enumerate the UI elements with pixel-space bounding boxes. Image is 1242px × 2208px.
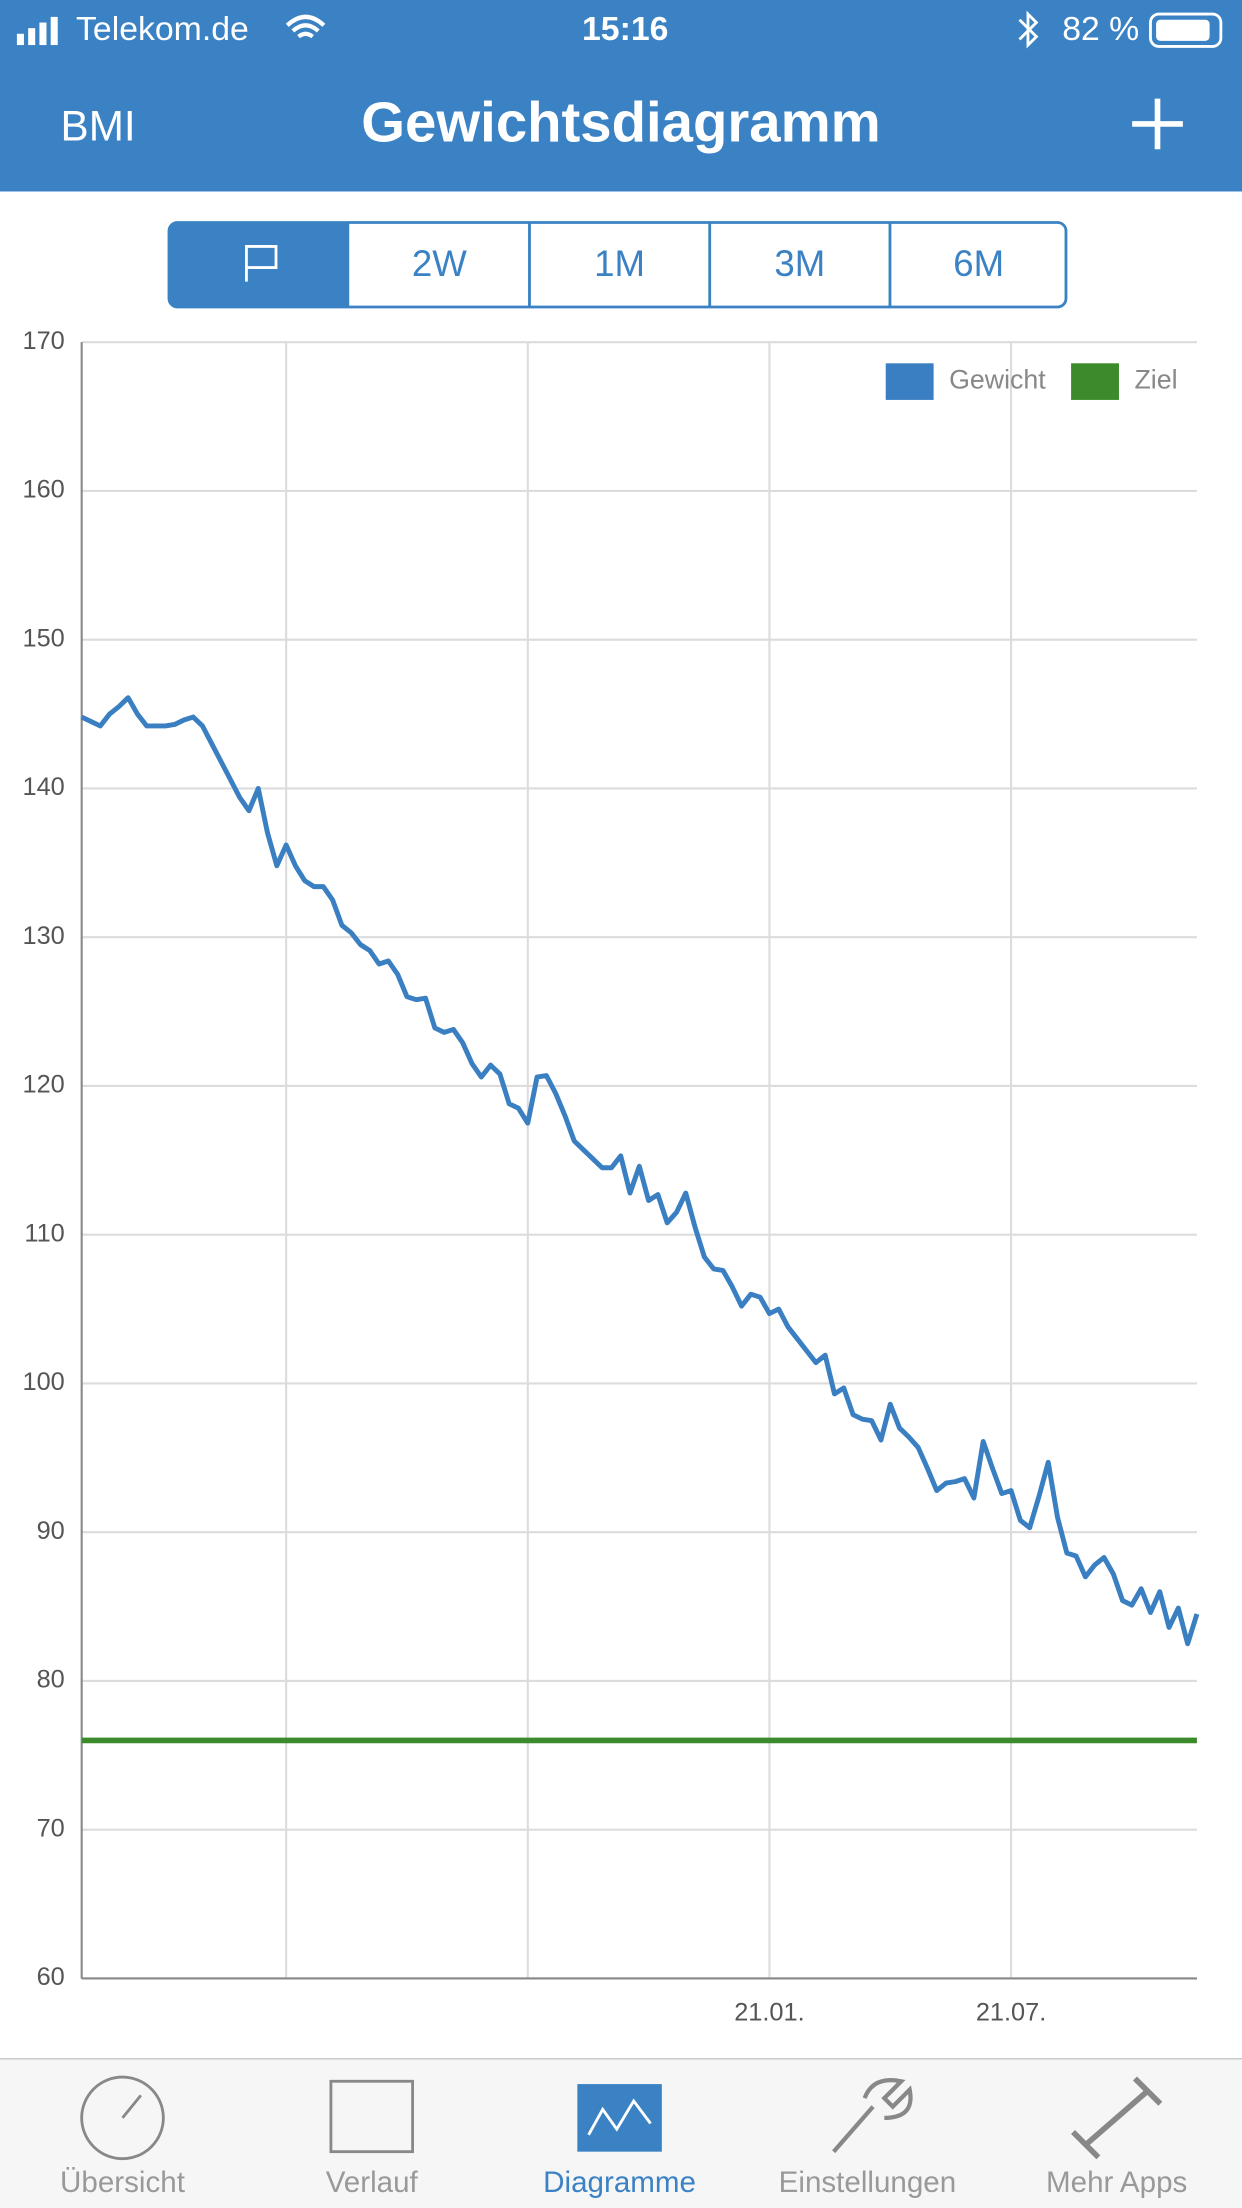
carrier: Telekom.de xyxy=(76,10,249,48)
segment-goal[interactable] xyxy=(168,222,350,307)
x-tick-label: 21.07. xyxy=(976,1998,1046,2026)
y-tick-label: 140 xyxy=(23,773,65,801)
battery-fill xyxy=(1156,19,1210,41)
tab-label[interactable]: Diagramme xyxy=(543,2166,696,2199)
tab-label[interactable]: Übersicht xyxy=(60,2166,185,2199)
legend-label: Ziel xyxy=(1134,365,1177,395)
add-button[interactable] xyxy=(1132,98,1183,150)
y-tick-label: 60 xyxy=(37,1963,65,1991)
y-tick-label: 120 xyxy=(23,1071,65,1099)
y-tick-label: 110 xyxy=(24,1219,64,1247)
nav-left-button[interactable]: BMI xyxy=(61,103,136,150)
legend-swatch xyxy=(885,363,934,400)
segment-dividers xyxy=(528,222,892,307)
weight-line xyxy=(80,695,1200,1647)
y-tick-label: 90 xyxy=(37,1517,65,1545)
battery-level: 82 % xyxy=(1062,10,1139,48)
tab-label[interactable]: Einstellungen xyxy=(779,2166,957,2199)
tab-label[interactable]: Mehr Apps xyxy=(1046,2166,1187,2199)
tab-label[interactable]: Verlauf xyxy=(326,2166,419,2199)
segment-label[interactable]: 1M xyxy=(594,243,645,284)
segment-label[interactable]: 2W xyxy=(412,243,467,284)
signal-icon xyxy=(16,16,58,46)
battery-icon xyxy=(1149,12,1223,48)
legend-label: Gewicht xyxy=(949,365,1046,395)
chart: 60 70 80 90 100 110 120 130 140 150 160 170 21.01. 21… xyxy=(23,327,1200,2026)
y-tick-label: 160 xyxy=(23,476,65,504)
segmented-control xyxy=(167,221,1068,309)
nav-title: Gewichtsdiagramm xyxy=(361,91,881,154)
y-tick-label: 170 xyxy=(23,327,65,355)
legend-swatch xyxy=(1071,363,1119,400)
tab-icon-settings xyxy=(832,2078,913,2154)
header-bg xyxy=(0,0,1242,192)
y-tick-label: 150 xyxy=(23,624,65,652)
tab-icon-overview xyxy=(80,2075,165,2161)
segment-label[interactable]: 6M xyxy=(953,243,1004,284)
y-tick-label: 100 xyxy=(23,1368,65,1396)
bluetooth-icon xyxy=(1018,10,1039,49)
tab-icon-chart-line xyxy=(587,2098,652,2136)
y-tick-label: 130 xyxy=(23,922,65,950)
wifi-icon xyxy=(285,14,326,39)
y-tick-label: 70 xyxy=(37,1814,65,1842)
tab-bar xyxy=(0,2058,1242,2208)
x-tick-label: 21.01. xyxy=(734,1998,804,2026)
segment-label[interactable]: 3M xyxy=(774,243,825,284)
clock: 15:16 xyxy=(582,10,668,48)
tab-icon-apps xyxy=(1071,2076,1163,2160)
tab-icon-chart xyxy=(577,2084,662,2152)
tab-icon-calendar xyxy=(329,2079,414,2154)
flag-icon xyxy=(245,245,278,282)
y-tick-label: 80 xyxy=(37,1666,65,1694)
tab-icon-needle xyxy=(121,2094,142,2119)
